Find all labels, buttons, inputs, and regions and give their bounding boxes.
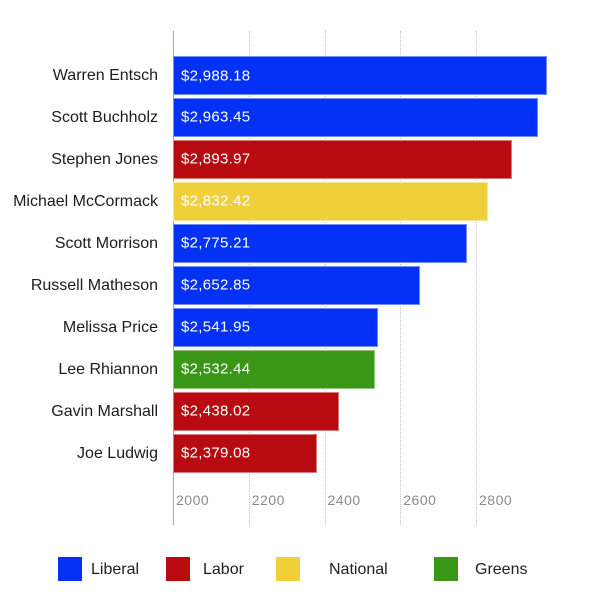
x-tick-label: 2400: [327, 492, 361, 508]
x-tick-label: 2200: [251, 492, 285, 508]
x-tick-label: 2000: [176, 492, 210, 508]
category-label: Stephen Jones: [51, 150, 158, 168]
category-label: Joe Ludwig: [77, 444, 158, 462]
bar: $2,652.85: [173, 265, 421, 305]
bar-value-label: $2,988.18: [181, 67, 251, 84]
bar-value-label: $2,379.08: [181, 444, 251, 462]
legend-swatch-labor: [166, 557, 190, 581]
bar: $2,893.97: [173, 139, 512, 179]
bar-value-label: $2,963.45: [181, 108, 251, 126]
category-label: Russell Matheson: [30, 276, 158, 294]
bar-value-label: $2,541.95: [181, 318, 251, 336]
legend-label-national: National: [329, 561, 388, 578]
x-tick-label: 2600: [403, 492, 437, 508]
bar: $2,379.08: [173, 433, 317, 473]
bar-value-label: $2,893.97: [181, 150, 251, 168]
bar-value-label: $2,532.44: [181, 360, 251, 378]
category-label: Gavin Marshall: [51, 402, 158, 420]
legend-swatch-national: [276, 557, 300, 581]
bar-value-label: $2,775.21: [181, 234, 251, 252]
bar: $2,963.45: [173, 97, 538, 137]
category-label: Scott Morrison: [54, 234, 158, 252]
legend-label-labor: Labor: [203, 561, 244, 578]
bar: $2,541.95: [173, 307, 379, 347]
bar: $2,438.02: [173, 391, 339, 431]
bar: $2,832.42: [173, 181, 489, 221]
category-label: Lee Rhiannon: [58, 360, 158, 378]
bar: $2,775.21: [173, 223, 467, 263]
bar: $2,988.18: [173, 56, 548, 95]
category-label: Warren Entsch: [52, 67, 158, 84]
bar-value-label: $2,832.42: [181, 192, 251, 210]
bar: $2,532.44: [173, 349, 375, 389]
gridline: [476, 31, 477, 525]
bar-value-label: $2,438.02: [181, 402, 251, 420]
category-label: Melissa Price: [62, 318, 158, 336]
legend-label-liberal: Liberal: [91, 561, 140, 578]
category-label: Scott Buchholz: [51, 108, 158, 126]
legend-swatch-greens: [434, 557, 458, 581]
legend-label-greens: Greens: [475, 561, 528, 578]
bar-value-label: $2,652.85: [181, 276, 251, 294]
x-tick-label: 2800: [479, 492, 513, 508]
legend-swatch-liberal: [58, 557, 82, 581]
category-label: Michael McCormack: [13, 192, 158, 210]
